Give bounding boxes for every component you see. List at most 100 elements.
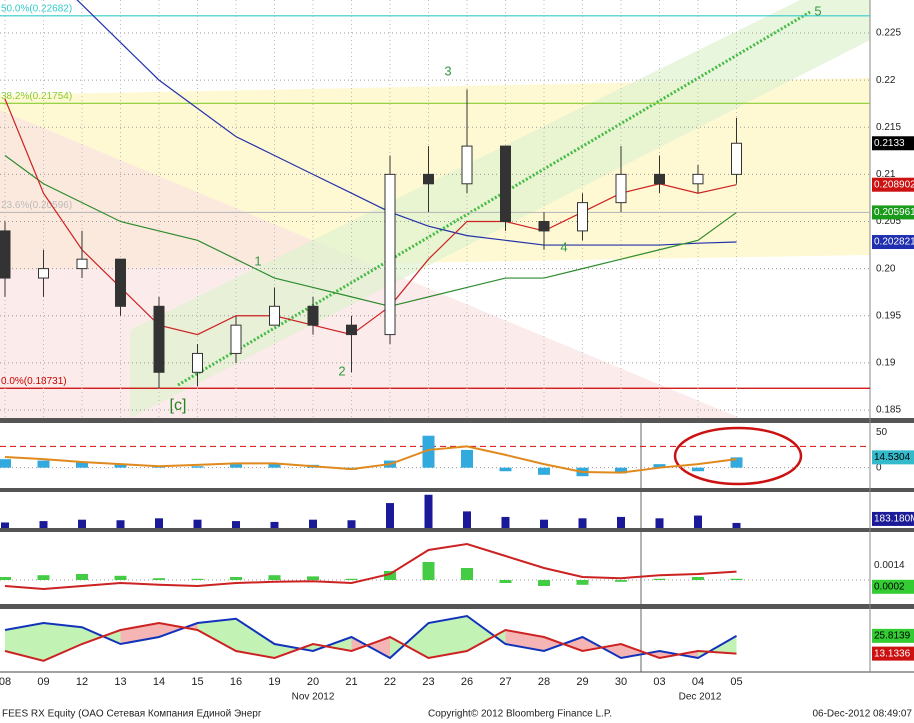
volume-bar <box>78 519 86 528</box>
histogram-bar <box>37 575 50 580</box>
last-value-label-box <box>872 628 914 643</box>
x-tick-label: 19 <box>268 676 280 688</box>
moving-average <box>4 98 737 336</box>
histogram-bar <box>422 435 435 468</box>
volume-bar <box>270 521 279 528</box>
last-value-label-box <box>872 646 914 661</box>
fib-label: 50.0%(0.22682) <box>1 3 72 14</box>
last-price-label: 0.2133 <box>874 138 905 149</box>
y-tick-label: 0.205 <box>876 216 901 227</box>
x-tick-label: 03 <box>653 676 665 688</box>
y-tick-label: 0.20 <box>876 263 896 274</box>
histogram-bar <box>114 575 127 580</box>
highlight <box>673 426 803 486</box>
candle-body <box>346 324 357 336</box>
band-fill <box>428 616 467 658</box>
moving-average <box>76 0 737 246</box>
volume-bar <box>386 503 394 528</box>
volume-bar <box>347 520 356 528</box>
x-tick-label: 26 <box>461 676 473 688</box>
last-value-label: 0.0014 <box>874 560 905 571</box>
histogram-bar <box>37 460 50 468</box>
histogram-bar <box>76 462 88 468</box>
band-fill <box>236 618 275 658</box>
histogram-bar <box>730 578 743 580</box>
last-value-label: 0.202821 <box>874 237 914 248</box>
volume-bar <box>578 518 587 528</box>
last-value-label-box <box>872 558 914 573</box>
candle-body <box>307 305 319 326</box>
last-value-label: 25.8139 <box>874 631 911 642</box>
histogram-bar <box>692 467 704 472</box>
x-tick-label: 15 <box>191 676 203 688</box>
y-tick-label: 0.22 <box>876 75 896 86</box>
x-tick-label: 28 <box>538 676 550 688</box>
y-tick-label: 0.225 <box>876 28 901 39</box>
signal-line <box>4 542 737 591</box>
histogram-bar <box>615 580 627 582</box>
histogram-bar <box>230 464 242 468</box>
last-value-label-box <box>872 235 914 250</box>
y-tick-label: 0 <box>876 462 882 473</box>
y-tick-label: 0.19 <box>876 358 896 369</box>
fib-label: 38.2%(0.21754) <box>1 91 72 102</box>
histogram-bar <box>692 577 704 580</box>
x-tick-label: 13 <box>114 676 126 688</box>
candle-body <box>692 173 704 185</box>
band-fill <box>197 618 236 651</box>
candle-body <box>384 173 396 336</box>
last-value-label: 14.5304 <box>874 452 911 463</box>
x-tick-label: 05 <box>730 676 742 688</box>
y-tick-label: 0.21 <box>876 169 896 180</box>
moving-average <box>4 155 737 307</box>
histogram-bar <box>499 467 512 472</box>
histogram-bar <box>191 578 204 580</box>
wave-label: 4 <box>560 239 567 254</box>
band-fill <box>43 623 82 661</box>
last-value-label: 13.1336 <box>874 648 911 659</box>
x-tick-label: 27 <box>499 676 511 688</box>
candle-body <box>615 173 627 204</box>
x-tick-label: 22 <box>384 676 396 688</box>
panel-separator <box>0 418 914 423</box>
volume-bar <box>232 521 240 528</box>
histogram-bar <box>730 457 743 468</box>
wave-label: [c] <box>170 397 187 414</box>
candle-body <box>654 173 665 185</box>
volume-bar <box>424 494 433 528</box>
month-label: Dec 2012 <box>679 692 722 703</box>
volume-bar <box>655 518 664 528</box>
x-tick-label: 08 <box>0 676 11 688</box>
histogram-bar <box>153 578 165 580</box>
x-tick-label: 12 <box>76 676 88 688</box>
fib-label: 0.0%(0.18731) <box>1 376 67 387</box>
histogram-bar <box>268 463 281 468</box>
last-value-label-box <box>872 205 914 220</box>
histogram-bar <box>615 467 627 474</box>
volume-bar <box>540 519 548 528</box>
last-value-label: 0.208902 <box>874 179 914 190</box>
last-value-label-box <box>872 579 914 594</box>
footer-left: FEES RX Equity (OAO Сетевая Компания Еди… <box>2 709 262 720</box>
histogram-bar <box>114 464 127 468</box>
candle-body <box>38 268 49 279</box>
histogram-bar <box>76 574 88 580</box>
candle-body <box>423 173 434 185</box>
histogram-bar <box>538 580 550 586</box>
band-fill <box>467 616 506 651</box>
volume-bar <box>39 521 48 528</box>
band-fill <box>5 623 44 661</box>
last-value-label-box <box>872 177 914 192</box>
x-tick-label: 20 <box>307 676 319 688</box>
wave-label: 2 <box>338 363 345 378</box>
panel-separator <box>0 604 914 609</box>
x-tick-label: 23 <box>422 676 434 688</box>
candle-body <box>192 352 203 373</box>
y-tick-label: 0.195 <box>876 310 901 321</box>
x-tick-label: 14 <box>153 676 165 688</box>
volume-bar <box>694 515 702 528</box>
x-tick-label: 21 <box>345 676 357 688</box>
histogram-bar <box>461 449 473 468</box>
candle-body <box>731 142 742 175</box>
